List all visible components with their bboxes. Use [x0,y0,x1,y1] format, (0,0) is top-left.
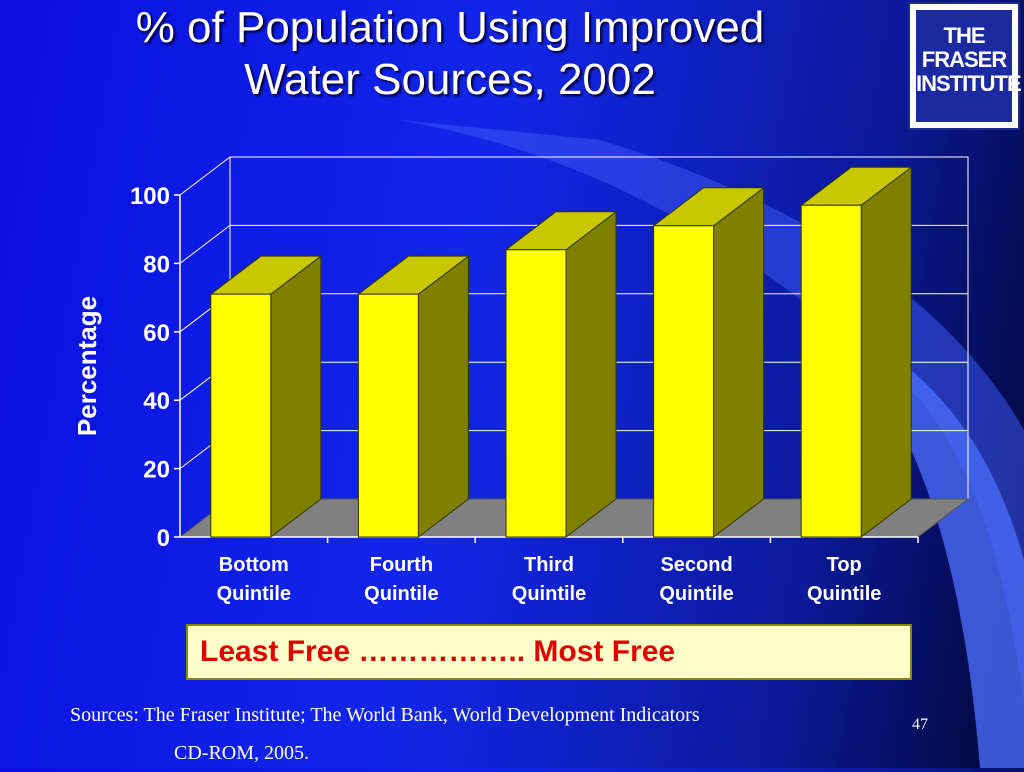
bar-side [860,166,912,539]
x-tick-label: Quintile [659,583,733,605]
logo-mark: THE FRASER INSTITUTE [916,10,1022,122]
gridline-diagonal [179,225,231,264]
bar [210,293,272,538]
gridline-diagonal [179,156,231,196]
x-tick-label: Fourth [370,554,433,576]
bar-side [713,186,765,539]
x-tick-label: Quintile [807,583,881,605]
logo-line-2: INSTITUTE [916,71,1022,96]
y-tick-label: 0 [157,525,170,552]
y-tick-label: 40 [143,388,170,415]
bar-side [270,255,322,539]
freedom-scale-banner: Least Free …………….. Most Free [186,624,912,680]
bar [653,225,715,538]
y-tick-label: 100 [130,183,170,210]
x-tick-label: Quintile [512,583,586,605]
slide-title: % of Population Using Improved Water Sou… [30,2,870,106]
bar-side [417,255,469,539]
x-tick-label: Top [827,554,862,576]
x-tick-label: Second [660,554,732,576]
sources-line-2: CD-ROM, 2005. [174,742,310,764]
x-tick-label: Bottom [219,554,289,576]
sources-line-1: Sources: The Fraser Institute; The World… [70,704,700,726]
bar-side [565,210,617,539]
title-line-2: Water Sources, 2002 [244,55,656,104]
page-number: 47 [912,716,928,733]
x-tick-label: Quintile [364,583,438,605]
bar [800,204,862,538]
bar [505,249,567,538]
title-line-1: % of Population Using Improved [135,3,765,52]
y-tick-label: 80 [143,251,170,278]
x-tick-label: Quintile [217,583,291,605]
x-tick-label: Third [524,554,574,576]
bar [357,293,419,538]
y-tick-label: 60 [143,320,170,347]
y-axis-label: Percentage [72,296,102,436]
logo-line-1: THE FRASER [921,23,1007,72]
sources-note: Sources: The Fraser Institute; The World… [70,696,890,772]
y-tick-label: 20 [143,457,170,484]
fraser-institute-logo: THE FRASER INSTITUTE [908,2,1022,130]
